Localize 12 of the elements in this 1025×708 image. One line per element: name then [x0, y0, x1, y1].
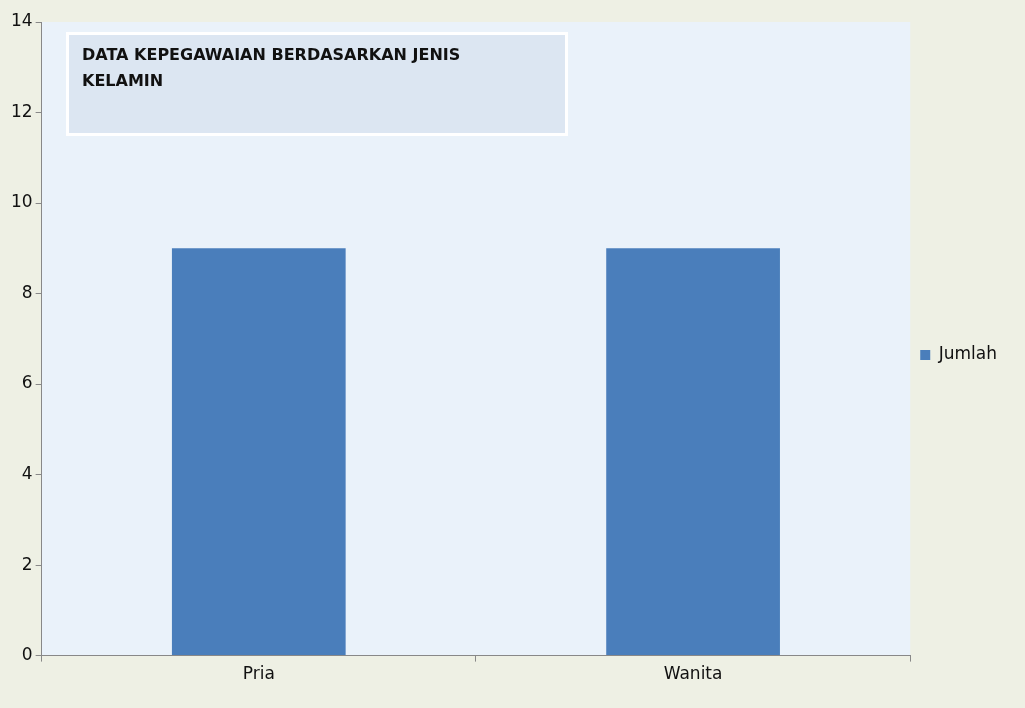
x-tick-label: Wanita	[663, 663, 723, 684]
y-tick-label: 2	[21, 553, 33, 574]
y-tick-label: 10	[10, 191, 33, 212]
y-tick-label: 4	[21, 462, 33, 483]
y-tick-label: 8	[21, 281, 33, 302]
y-tick-label: 12	[10, 100, 33, 121]
y-tick-label: 6	[21, 372, 33, 393]
text: DATA KEPEGAWAIAN BERDASARKAN JENIS KELAMIN	[82, 45, 461, 90]
legend-label: Jumlah	[937, 343, 997, 364]
y-tick-label: 14	[10, 10, 33, 31]
y-tick-label: 0	[21, 644, 33, 665]
x-tick-label: Pria	[242, 663, 275, 684]
